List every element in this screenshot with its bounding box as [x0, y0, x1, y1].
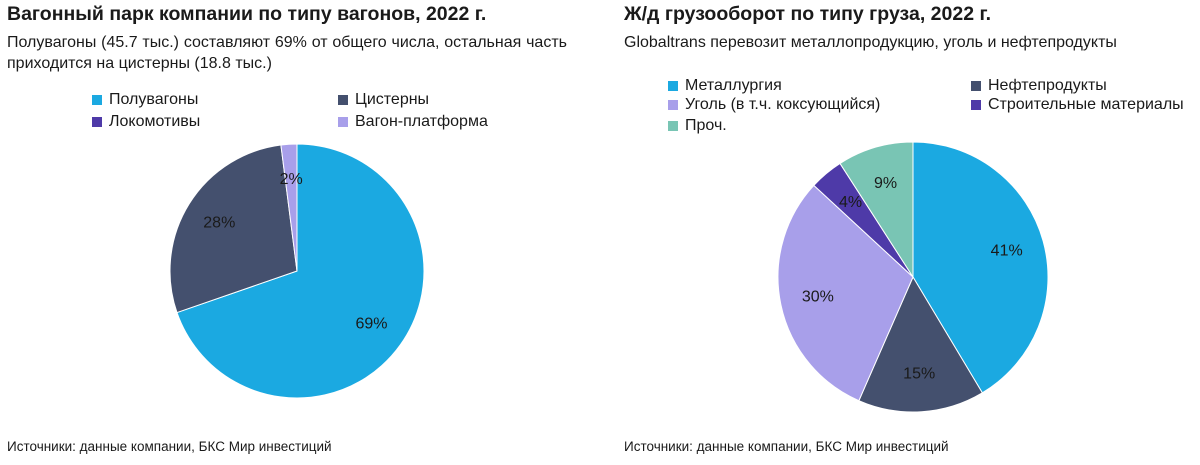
chart-source: Источники: данные компании, БКС Мир инве…: [7, 439, 332, 454]
pie-slice-нефтепродукты: [858, 275, 984, 413]
pie-slice-уголь-в-т-ч-коксующийся: [777, 184, 914, 402]
legend-label: Проч.: [685, 117, 727, 134]
legend-label: Уголь (в т.ч. коксующийся): [685, 96, 881, 113]
pie-chart-cargo: 41% 15% 30% 4% 9%: [777, 141, 1049, 413]
legend-label: Строительные материалы: [988, 96, 1184, 113]
legend-swatch: [971, 81, 981, 91]
legend-label: Локомотивы: [109, 113, 201, 130]
pie-slice-label: 41%: [991, 243, 1023, 260]
chart-title: Вагонный парк компании по типу вагонов, …: [7, 3, 487, 25]
chart-source: Источники: данные компании, БКС Мир инве…: [624, 439, 949, 454]
legend-item-metallurgiya: Металлургия: [668, 77, 782, 95]
legend-item-vagon-platforma: Вагон-платформа: [338, 113, 488, 131]
legend-label: Нефтепродукты: [988, 77, 1107, 94]
pie-slice-вагон-платформа: [280, 143, 298, 272]
pie-slice-label: 30%: [802, 288, 834, 305]
pie-slice-металлургия: [912, 141, 1049, 394]
legend-swatch: [338, 117, 348, 127]
pie-slice-label: 2%: [280, 171, 303, 188]
pie-slice-проч: [839, 141, 914, 279]
legend-swatch: [668, 81, 678, 91]
chart-subtitle: Globaltrans перевозит металлопродукцию, …: [624, 34, 1117, 51]
legend-swatch: [668, 100, 678, 110]
legend-item-lokomotivy: Локомотивы: [92, 113, 200, 131]
legend-item-cisterny: Цистерны: [338, 91, 429, 109]
legend-swatch: [92, 95, 102, 105]
pie-slice-label: 15%: [903, 366, 935, 383]
pie-slice-label: 69%: [355, 316, 387, 333]
legend-swatch: [92, 117, 102, 127]
legend-swatch: [971, 100, 981, 110]
chart-panel-cargo: Ж/д грузооборот по типу груза, 2022 г. G…: [617, 0, 1200, 465]
legend-item-nefteprodukty: Нефтепродукты: [971, 77, 1107, 95]
chart-subtitle: Полувагоны (45.7 тыс.) составляют 69% от…: [7, 34, 567, 72]
legend-item-proch: Проч.: [668, 117, 727, 135]
pie-slice-цистерны: [169, 144, 298, 314]
legend-label: Вагон-платформа: [355, 113, 488, 130]
pie-slice-label: 28%: [203, 214, 235, 231]
legend-swatch: [668, 121, 678, 131]
pie-slice-label: 9%: [874, 175, 897, 192]
chart-panel-wagons: Вагонный парк компании по типу вагонов, …: [7, 3, 567, 454]
legend-item-ugol: Уголь (в т.ч. коксующийся): [668, 96, 880, 114]
legend-label: Металлургия: [685, 77, 782, 94]
legend-item-stroitelnye: Строительные материалы: [971, 96, 1184, 114]
pie-chart-wagons: 69% 28% 2%: [169, 143, 425, 399]
pie-slice-label: 4%: [839, 194, 862, 211]
legend-swatch: [338, 95, 348, 105]
legend-label: Полувагоны: [109, 91, 199, 108]
chart-title: Ж/д грузооборот по типу груза, 2022 г.: [624, 3, 992, 25]
legend-label: Цистерны: [355, 91, 430, 108]
pie-slice-полувагоны: [176, 143, 425, 399]
legend-item-poluvagony: Полувагоны: [92, 91, 198, 109]
